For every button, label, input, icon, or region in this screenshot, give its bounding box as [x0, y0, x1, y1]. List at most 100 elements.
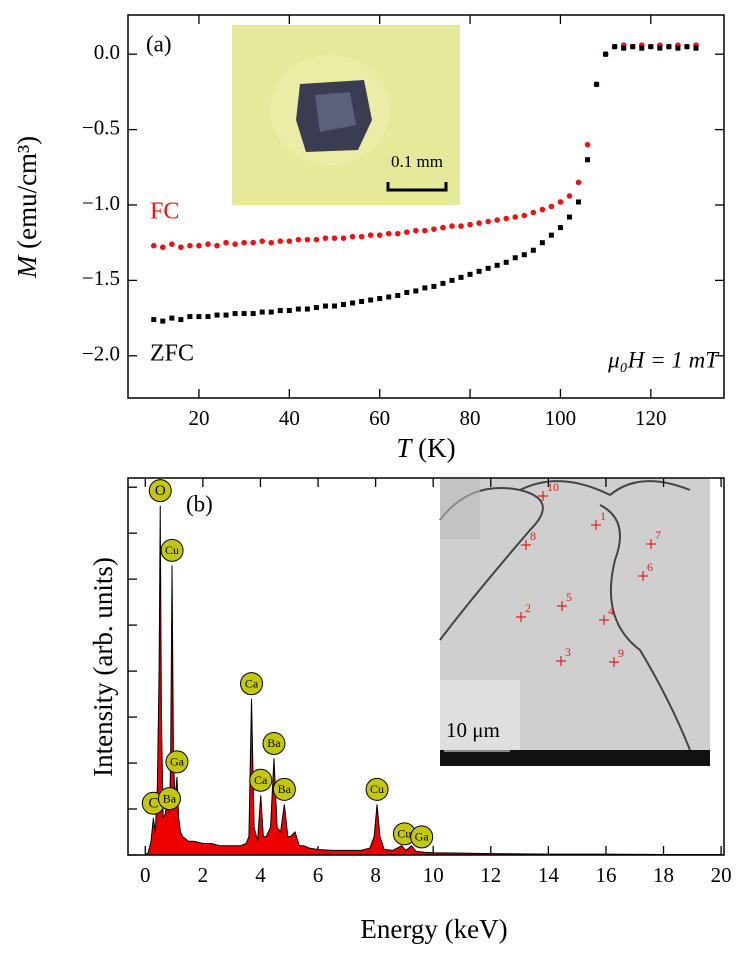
peak-marker: [410, 825, 434, 849]
sem-cross: [521, 540, 531, 550]
fc-point: [449, 223, 455, 229]
zfc-point: [322, 303, 328, 309]
sem-cross: [609, 657, 619, 667]
y-tick-label: −2.0: [82, 342, 120, 366]
zfc-point: [250, 311, 256, 317]
zfc-point: [548, 232, 554, 238]
x-tick-label: 20: [188, 406, 209, 430]
x-axis-symbol: T: [396, 433, 413, 463]
y-tick-label: −1.0: [82, 191, 120, 215]
zfc-point: [169, 315, 175, 321]
y-tick-label: −1.5: [82, 266, 120, 290]
peak-marker: [157, 787, 181, 811]
x-tick-label: 40: [279, 406, 300, 430]
zfc-point: [313, 305, 319, 311]
fc-point: [169, 241, 175, 247]
zfc-point: [666, 44, 672, 50]
y-axis-unit: (emu/cm³): [12, 136, 42, 249]
fc-point: [358, 233, 365, 240]
peak-marker: [148, 479, 172, 503]
sem-cross: [646, 539, 656, 549]
zfc-point: [196, 314, 202, 320]
fc-point: [575, 179, 582, 186]
x-tick-label: 20: [711, 863, 732, 887]
peak-marker: [262, 731, 286, 755]
peak-marker: [240, 672, 264, 696]
zfc-point: [503, 259, 509, 265]
sem-texture: [440, 680, 520, 750]
zfc-point: [494, 262, 500, 268]
x-tick-label: 80: [460, 406, 481, 430]
panel-label: (b): [186, 491, 213, 516]
panel-label: (a): [146, 31, 172, 56]
fc-point: [277, 238, 284, 244]
zfc-point: [576, 199, 582, 205]
legend-label: ZFC: [150, 341, 194, 367]
x-tick-label: 18: [653, 863, 674, 887]
y-axis-label: Intensity (arb. units): [88, 557, 118, 777]
fc-point: [413, 227, 419, 234]
peak-label: Ca: [245, 676, 259, 690]
zfc-point: [359, 298, 365, 304]
sem-cross: [556, 656, 566, 666]
sem-marker-label: 2: [525, 601, 531, 615]
fc-point: [150, 242, 157, 249]
sem-cross: [599, 615, 609, 625]
peak-marker: [160, 538, 184, 562]
zfc-point: [331, 303, 337, 309]
zfc-point: [368, 297, 374, 303]
y-axis-symbol: M: [12, 254, 42, 279]
zfc-point: [594, 81, 600, 87]
annotation: μ₀H = 1 mT: [607, 347, 720, 372]
fc-point: [376, 232, 383, 238]
fc-point: [214, 242, 220, 249]
fc-point: [512, 214, 519, 220]
peak-label: Cu: [397, 827, 411, 841]
peak-label: Cu: [370, 782, 384, 796]
fc-point: [494, 217, 500, 223]
fc-point: [223, 239, 229, 246]
sem-cross: [638, 571, 648, 581]
zfc-point: [232, 311, 238, 317]
zfc-point: [377, 295, 383, 301]
zfc-point: [630, 44, 636, 50]
zfc-point: [476, 268, 482, 274]
fc-point: [431, 226, 437, 232]
sem-marker-label: 5: [566, 590, 572, 604]
zfc-point: [178, 317, 184, 323]
zfc-point: [304, 306, 310, 312]
zfc-point: [639, 45, 645, 51]
sem-info-bar: [440, 750, 710, 766]
fc-point: [268, 239, 275, 246]
zfc-point: [566, 214, 572, 220]
zfc-point: [621, 45, 627, 51]
zfc-point: [485, 265, 491, 271]
peak-label: Ba: [278, 782, 292, 796]
zfc-point: [151, 317, 157, 323]
sem-cross: [516, 612, 526, 622]
peak-label: Ba: [163, 791, 177, 805]
fc-point: [259, 238, 266, 244]
y-tick-label: 0.0: [94, 40, 120, 64]
fc-point: [322, 235, 329, 241]
zfc-point: [295, 306, 301, 312]
zfc-point: [521, 252, 527, 258]
fc-point: [159, 244, 166, 251]
crystal-facet: [315, 92, 356, 132]
peak-label: Cu: [165, 543, 179, 557]
sem-marker-label: 3: [565, 645, 571, 659]
fc-point: [340, 235, 347, 241]
zfc-point: [187, 314, 193, 320]
fc-point: [394, 230, 401, 237]
zfc-point: [585, 157, 591, 163]
fc-point: [548, 203, 555, 210]
zfc-point: [241, 311, 247, 317]
peak-label: Ca: [254, 773, 268, 787]
zfc-point: [404, 289, 410, 295]
x-tick-label: 8: [370, 863, 381, 887]
fc-point: [349, 233, 356, 240]
zfc-point: [612, 44, 618, 50]
zfc-point: [214, 312, 220, 318]
fc-point: [313, 236, 320, 243]
x-tick-label: 12: [480, 863, 501, 887]
